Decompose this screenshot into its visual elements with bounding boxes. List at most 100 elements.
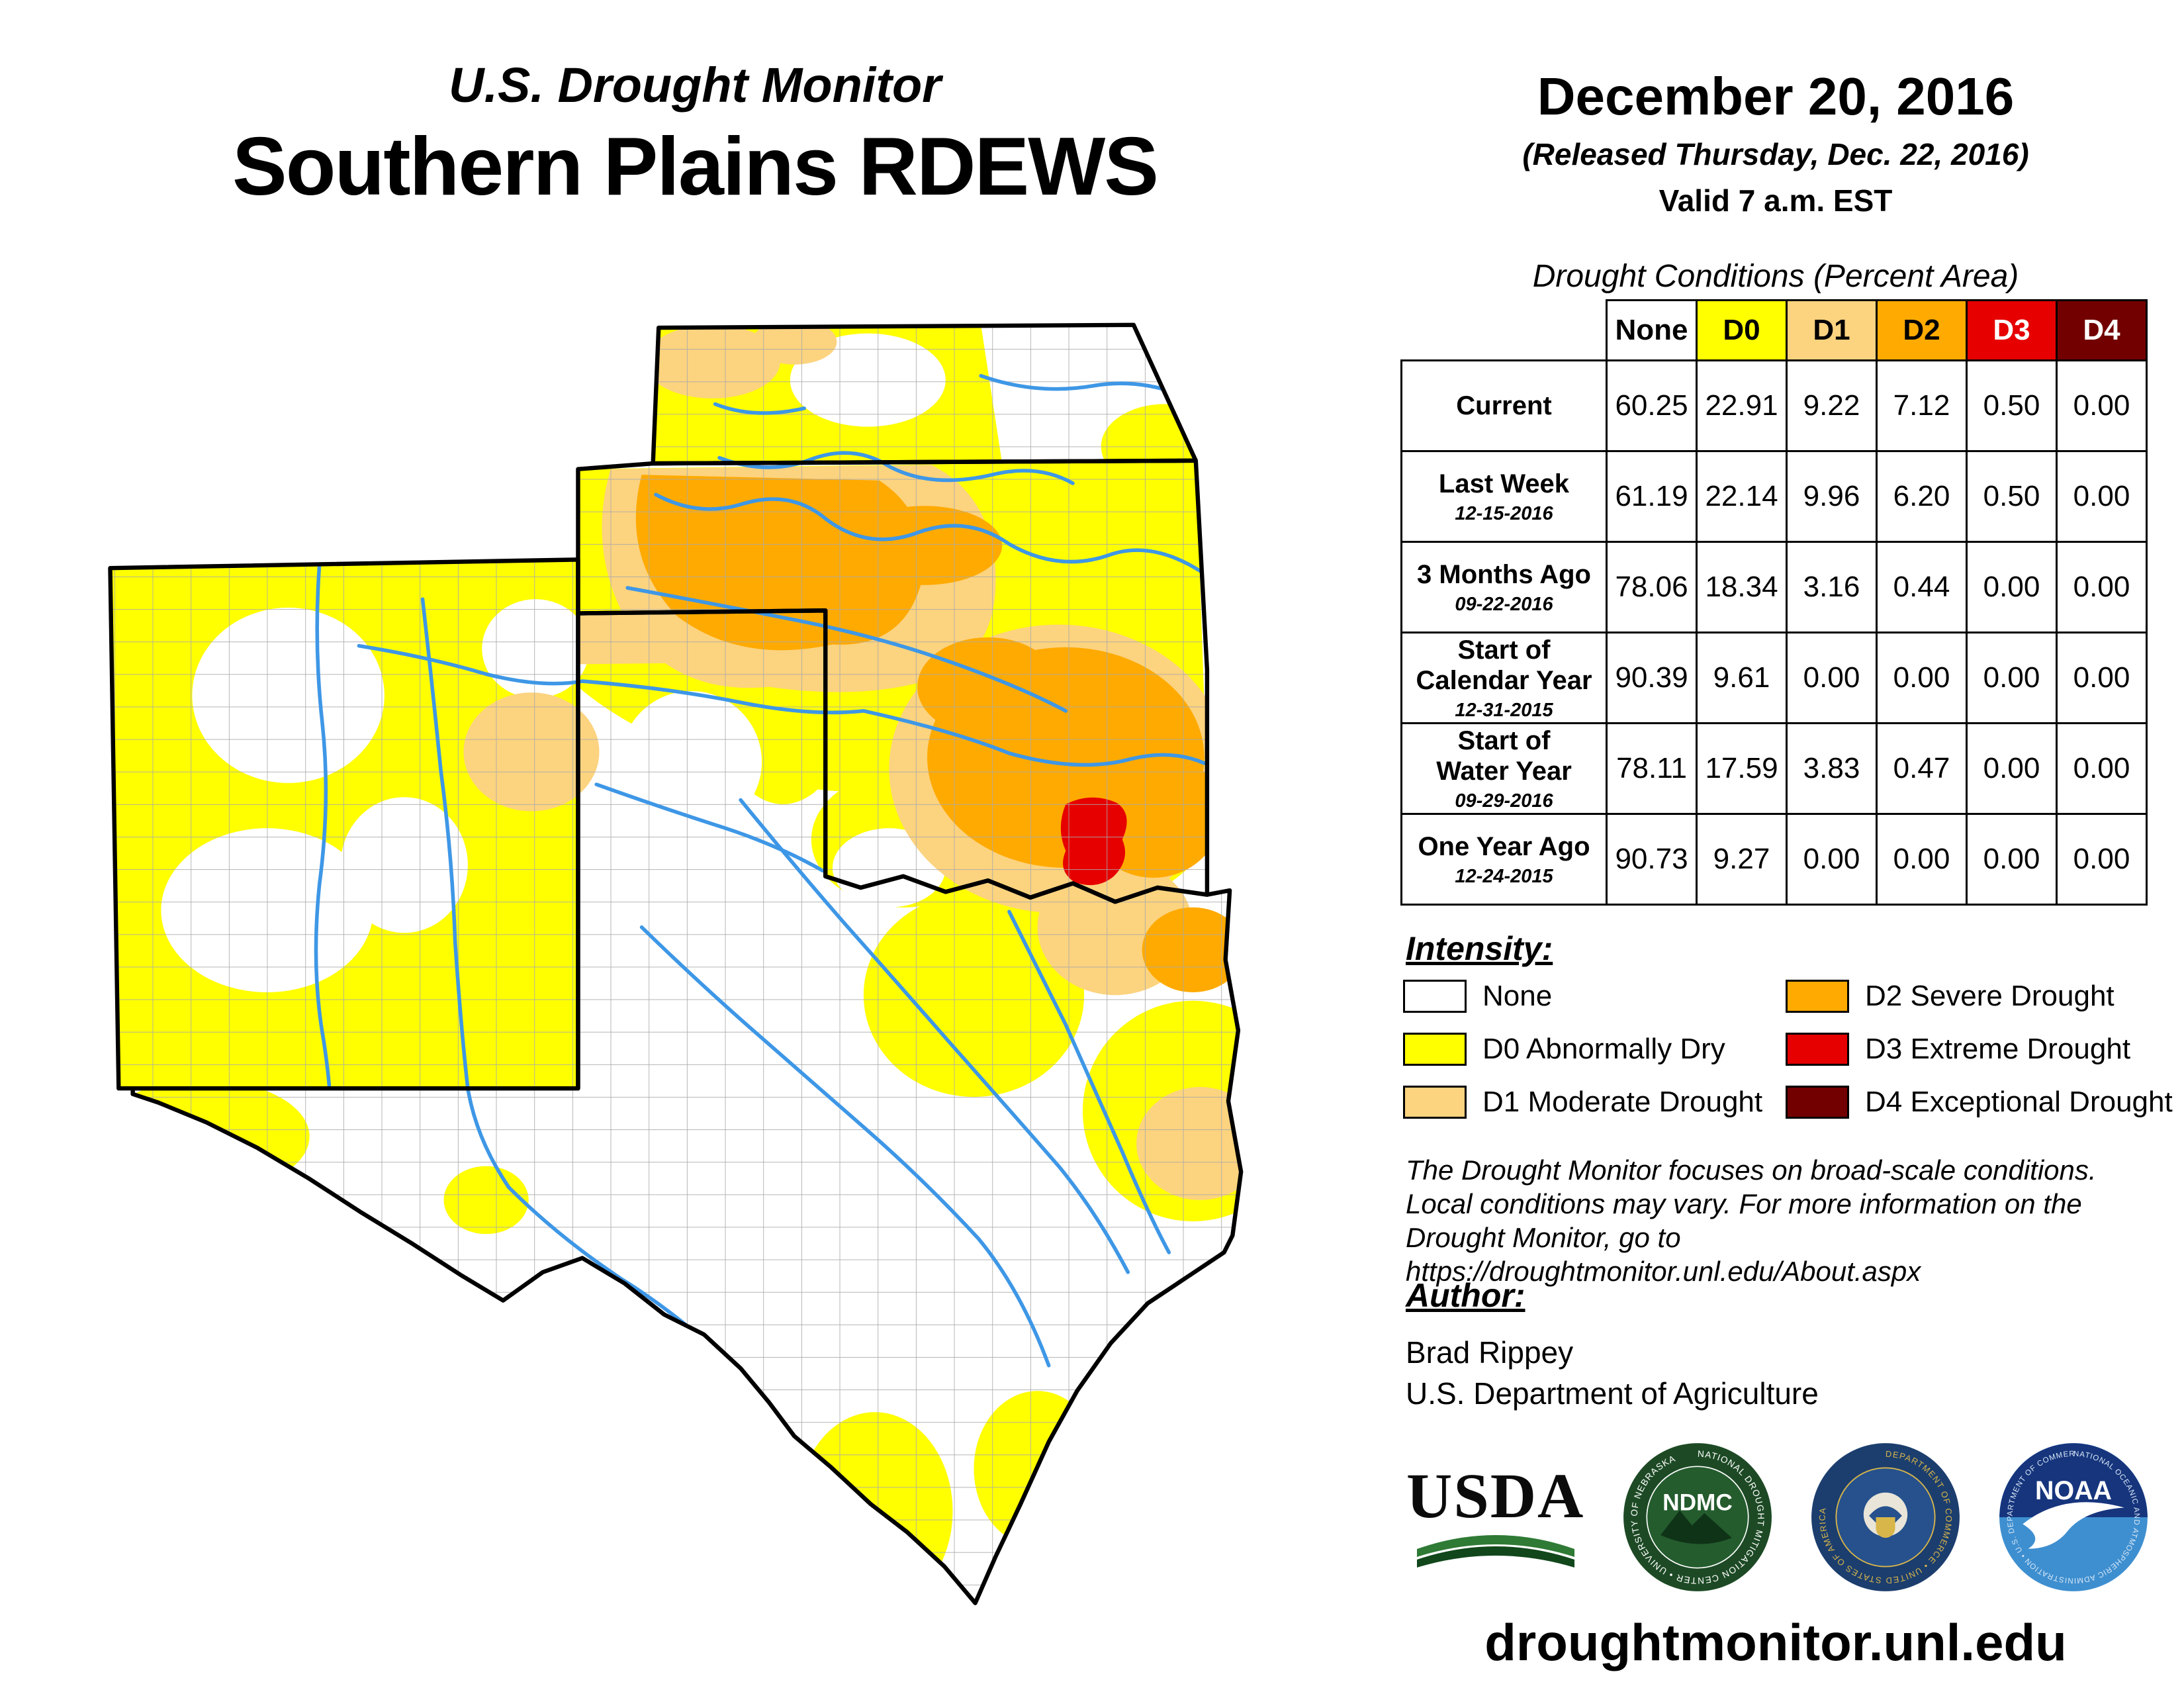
table-cell-value: 0.00 (1786, 632, 1878, 724)
table-cell-value: 78.06 (1606, 541, 1698, 633)
legend-item-d2: D2 Severe Drought (1786, 978, 2168, 1014)
river (357, 643, 1206, 767)
agency-logos: USDA NDMC NATIONAL DROUGHT MITIGATION CE… (1406, 1442, 2149, 1593)
table-cell-value: 0.00 (1876, 632, 1968, 724)
table-cell-value: 9.22 (1786, 359, 1878, 452)
table-cell-value: 78.11 (1606, 722, 1698, 815)
legend-swatch-d2 (1786, 980, 1849, 1013)
row-label: Start of Calendar Year 12-31-2015 (1400, 632, 1608, 724)
page-title: Southern Plains RDEWS (232, 121, 1159, 212)
table-cell-value: 90.39 (1606, 632, 1698, 724)
report-header: U.S. Drought Monitor Southern Plains RDE… (99, 57, 1291, 214)
table-cell-value: 18.34 (1696, 541, 1788, 633)
row-label: 3 Months Ago 09-22-2016 (1400, 541, 1608, 633)
table-cell-value: 0.50 (1966, 359, 2058, 452)
river (654, 492, 1203, 573)
legend-label: D4 Exceptional Drought (1865, 1086, 2173, 1118)
table-cell-value: 0.50 (1966, 450, 2058, 543)
legend-item-d3: D3 Extreme Drought (1786, 1031, 2168, 1067)
table-cell-value: 6.20 (1876, 450, 1968, 543)
table-row: One Year Ago 12-24-2015 90.73 9.27 0.00 0… (1400, 813, 2148, 906)
legend-label: D0 Abnormally Dry (1482, 1033, 1725, 1065)
legend-item-d1: D1 Moderate Drought (1403, 1084, 1786, 1120)
disclaimer-line: The Drought Monitor focuses on broad-sca… (1406, 1154, 2097, 1186)
column-header-d2: D2 (1876, 299, 1968, 361)
table-title: Drought Conditions (Percent Area) (1532, 259, 2019, 294)
table-cell-value: 0.00 (2056, 359, 2148, 452)
table-cell-value: 61.19 (1606, 450, 1698, 543)
drought-stats-table: None D0 D1 D2 D3 D4 Current 60.25 22.91 … (1400, 299, 2148, 906)
state-borders (108, 322, 1244, 1605)
table-cell-value: 9.27 (1696, 813, 1788, 906)
table-row: Last Week 12-15-2016 61.19 22.14 9.96 6.2… (1400, 450, 2148, 543)
river (625, 586, 1068, 713)
drought-layer (110, 324, 1242, 1603)
usda-logo: USDA (1406, 1460, 1585, 1568)
table-row: Start of Calendar Year 12-31-2015 90.39 9… (1400, 632, 2148, 724)
table-cell-value: 0.00 (1966, 813, 2058, 906)
table-cell-value: 0.44 (1876, 541, 1968, 633)
author-block: Author: Brad Rippey U.S. Department of A… (1406, 1276, 1819, 1414)
row-label: One Year Ago 12-24-2015 (1400, 813, 1608, 906)
table-cell-value: 17.59 (1696, 722, 1788, 815)
author-title: Author: (1406, 1277, 1525, 1314)
noaa-logo: NOAA NATIONAL OCEANIC AND ATMOSPHERIC AD… (1998, 1442, 2149, 1593)
table-cell-value: 0.47 (1876, 722, 1968, 815)
table-cell-value: 0.00 (2056, 632, 2148, 724)
river (314, 563, 332, 1089)
table-cell-value: 0.00 (1966, 541, 2058, 633)
table-cell-value: 0.00 (1786, 813, 1878, 906)
table-cell-value: 22.91 (1696, 359, 1788, 452)
river (717, 451, 1075, 485)
river (1007, 910, 1171, 1254)
river (594, 782, 825, 873)
report-kicker: U.S. Drought Monitor (449, 58, 941, 113)
date-block: December 20, 2016 (Released Thursday, De… (1403, 66, 2148, 218)
mountains-icon (1660, 1510, 1732, 1544)
ndmc-logo: NDMC NATIONAL DROUGHT MITIGATION CENTER … (1622, 1442, 1773, 1593)
disclaimer-line: Drought Monitor, go to https://droughtmo… (1406, 1222, 1921, 1287)
valid-time: Valid 7 a.m. EST (1659, 183, 1893, 218)
table-cell-value: 7.12 (1876, 359, 1968, 452)
table-cell-value: 0.00 (1966, 722, 2058, 815)
author-name: Brad Rippey (1406, 1335, 1574, 1370)
row-label: Current (1400, 359, 1608, 452)
county-grid (110, 324, 1242, 1603)
usda-wordmark: USDA (1406, 1460, 1585, 1532)
row-label: Start of Water Year 09-29-2016 (1400, 722, 1608, 815)
table-cell-value: 0.00 (2056, 541, 2148, 633)
column-header-d4: D4 (2056, 299, 2148, 361)
noaa-wordmark: NOAA (2035, 1476, 2112, 1505)
table-cell-value: 0.00 (1876, 813, 1968, 906)
seagull-icon (2023, 1502, 2124, 1549)
drought-map (108, 322, 1244, 1605)
table-cell-value: 0.00 (2056, 450, 2148, 543)
legend-swatch-d1 (1403, 1086, 1467, 1119)
river (639, 925, 1051, 1368)
report-date: December 20, 2016 (1537, 67, 2015, 126)
table-row: 3 Months Ago 09-22-2016 78.06 18.34 3.16 … (1400, 541, 2148, 633)
legend-swatch-d4 (1786, 1086, 1849, 1119)
table-cell-value: 0.00 (1966, 632, 2058, 724)
table-row: Start of Water Year 09-29-2016 78.11 17.5… (1400, 722, 2148, 815)
table-corner-cell (1401, 300, 1607, 361)
legend-swatch-none (1403, 980, 1467, 1013)
table-cell-value: 9.61 (1696, 632, 1788, 724)
row-label: Last Week 12-15-2016 (1400, 450, 1608, 543)
river (713, 402, 806, 415)
table-header-row: None D0 D1 D2 D3 D4 (1401, 299, 2148, 361)
disclaimer-text: The Drought Monitor focuses on broad-sca… (1406, 1153, 2184, 1288)
ndmc-wordmark: NDMC (1662, 1490, 1733, 1516)
legend-item-d4: D4 Exceptional Drought (1786, 1084, 2173, 1120)
released-date: (Released Thursday, Dec. 22, 2016) (1522, 137, 2029, 171)
table-cell-value: 0.00 (2056, 813, 2148, 906)
intensity-legend: None D2 Severe Drought D0 Abnormally Dry… (1403, 978, 2173, 1120)
commerce-logo: DEPARTMENT OF COMMERCE • UNITED STATES O… (1810, 1442, 1961, 1593)
legend-item-none: None (1403, 978, 1786, 1014)
usda-swoosh (1416, 1534, 1574, 1568)
river (420, 597, 733, 1366)
column-header-d3: D3 (1966, 299, 2058, 361)
rivers (314, 373, 1206, 1368)
footer-url: droughtmonitor.unl.edu (1484, 1613, 2067, 1671)
